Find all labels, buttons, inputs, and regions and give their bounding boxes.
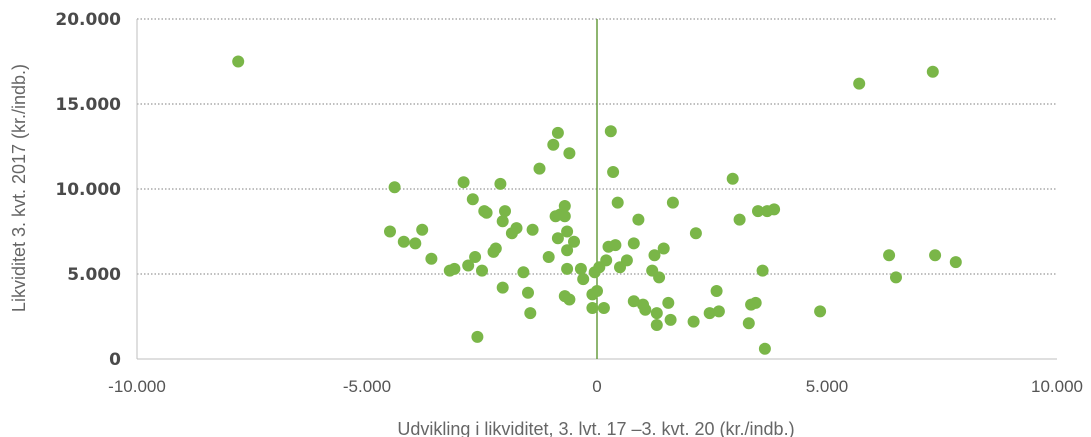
x-tick-label: -10.000: [108, 377, 166, 396]
data-point: [687, 315, 700, 328]
data-point: [416, 223, 429, 236]
data-point: [232, 55, 245, 68]
data-point: [609, 239, 622, 252]
y-tick-label: 15.000: [55, 95, 121, 115]
data-point: [547, 138, 560, 151]
data-point: [752, 205, 764, 218]
data-point: [768, 203, 781, 216]
data-point: [522, 286, 534, 299]
data-point: [712, 305, 725, 318]
data-point: [568, 235, 580, 248]
x-axis-title: Udvikling i likviditet, 3. lvt. 17 –3. k…: [397, 419, 794, 437]
data-point: [890, 271, 902, 284]
data-point: [604, 125, 617, 138]
data-point: [551, 126, 564, 139]
data-point: [703, 307, 716, 320]
y-tick-label: 0: [109, 350, 121, 370]
data-point: [620, 254, 633, 267]
data-point: [664, 313, 677, 326]
data-point: [853, 77, 866, 90]
data-point: [561, 262, 574, 275]
data-point: [627, 295, 640, 308]
data-point: [742, 317, 755, 330]
x-tick-label: 10.000: [1031, 377, 1083, 396]
data-point: [926, 65, 939, 78]
data-point: [489, 242, 502, 255]
data-point: [586, 302, 599, 314]
data-point: [577, 273, 590, 286]
data-point: [558, 210, 571, 223]
data-point: [563, 147, 576, 160]
x-tick-label: 0: [592, 377, 601, 396]
data-point: [561, 244, 574, 257]
data-point: [397, 235, 410, 248]
data-point: [480, 206, 493, 219]
data-point: [542, 251, 555, 263]
data-point: [388, 181, 401, 194]
data-point: [650, 307, 663, 320]
data-point: [749, 296, 762, 309]
data-point: [409, 237, 422, 250]
data-point: [814, 305, 827, 318]
data-point: [632, 213, 645, 226]
data-point: [457, 176, 470, 189]
y-tick-label: 20.000: [55, 10, 121, 30]
data-points: [232, 55, 962, 355]
data-point: [574, 262, 587, 275]
data-point: [561, 225, 574, 238]
data-point: [653, 271, 666, 284]
x-tick-label: -5.000: [343, 377, 391, 396]
data-point: [471, 330, 484, 343]
data-point: [466, 193, 479, 206]
x-tick-labels: -10.000 -5.000 0 5.000 10.000: [108, 377, 1083, 396]
data-point: [648, 249, 661, 262]
data-point: [611, 196, 624, 209]
data-point: [558, 200, 571, 212]
data-point: [425, 252, 438, 265]
data-point: [499, 205, 511, 218]
data-point: [526, 223, 539, 236]
data-point: [883, 249, 896, 262]
data-point: [710, 285, 723, 297]
data-point: [929, 249, 942, 262]
data-point: [510, 222, 523, 235]
data-point: [639, 303, 652, 316]
data-point: [662, 296, 675, 309]
x-tick-label: 5.000: [806, 377, 849, 396]
data-point: [469, 251, 482, 263]
y-tick-labels: 0 5.000 10.000 15.000 20.000: [55, 10, 121, 370]
data-point: [949, 256, 962, 269]
axes: [136, 19, 1057, 360]
data-point: [533, 162, 546, 175]
data-point: [657, 242, 670, 255]
data-point: [517, 266, 530, 279]
data-point: [496, 281, 509, 294]
data-point: [756, 264, 769, 277]
data-point: [650, 319, 663, 331]
data-point: [448, 262, 461, 275]
data-point: [689, 227, 702, 240]
y-axis-title: Likviditet 3. kvt. 2017 (kr./indb.): [9, 64, 29, 312]
data-point: [597, 302, 610, 314]
data-point: [476, 264, 488, 277]
data-point: [758, 342, 771, 355]
data-point: [733, 213, 746, 226]
data-point: [591, 285, 603, 297]
y-tick-label: 5.000: [67, 265, 121, 285]
data-point: [600, 254, 613, 267]
data-point: [384, 225, 396, 238]
data-point: [551, 232, 564, 245]
data-point: [607, 166, 620, 178]
data-point: [494, 177, 507, 190]
data-point: [627, 237, 640, 250]
data-point: [462, 259, 475, 272]
y-tick-label: 10.000: [55, 180, 121, 200]
data-point: [524, 307, 537, 320]
data-point: [666, 196, 679, 209]
data-point: [726, 172, 739, 185]
data-point: [563, 293, 576, 306]
data-point: [496, 215, 509, 228]
